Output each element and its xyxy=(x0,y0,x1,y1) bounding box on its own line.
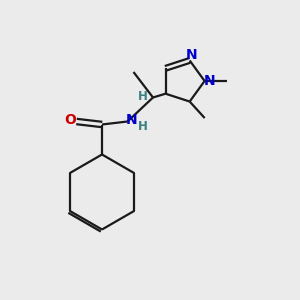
Text: H: H xyxy=(138,89,147,103)
Text: O: O xyxy=(64,113,76,127)
Text: H: H xyxy=(138,119,147,133)
Text: N: N xyxy=(125,113,137,127)
Text: N: N xyxy=(204,74,216,88)
Text: N: N xyxy=(185,48,197,62)
